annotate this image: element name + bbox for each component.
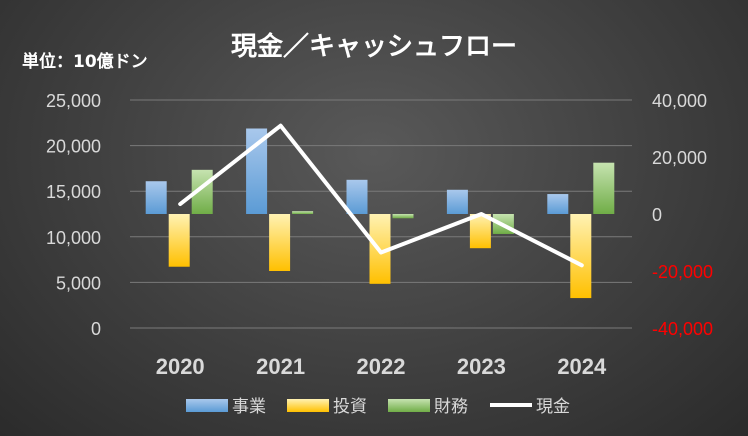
bar-operating-2024 (547, 194, 569, 214)
legend-label-operating: 事業 (232, 397, 266, 417)
bar-financing-2021 (292, 211, 314, 214)
bar-investing-2020 (168, 214, 190, 267)
left-axis-tick-label: 10,000 (46, 228, 101, 248)
bar-operating-2023 (446, 189, 468, 214)
x-axis-tick-label: 2023 (457, 354, 506, 379)
x-axis-tick-label: 2024 (557, 354, 607, 379)
x-axis-tick-label: 2020 (156, 354, 205, 379)
legend-label-investing: 投資 (333, 397, 367, 417)
left-axis-tick-label: 25,000 (46, 91, 101, 111)
left-axis-tick-label: 20,000 (46, 137, 101, 157)
bar-financing-2022 (392, 214, 414, 219)
bar-investing-2023 (469, 214, 491, 249)
bar-operating-2020 (145, 181, 167, 214)
x-axis-tick-label: 2022 (357, 354, 406, 379)
bar-operating-2021 (246, 128, 268, 214)
bar-operating-2022 (346, 179, 368, 214)
bar-financing-2024 (593, 162, 615, 214)
right-axis-tick-label: 20,000 (652, 148, 707, 168)
right-axis-tick-label: 0 (652, 205, 662, 225)
right-axis-tick-label: -20,000 (652, 262, 713, 282)
left-axis-tick-label: 5,000 (56, 273, 101, 293)
chart-title: 現金／キャッシュフロー (230, 32, 517, 62)
legend-swatch-operating (186, 399, 228, 412)
x-axis-tick-label: 2021 (256, 354, 305, 379)
bar-investing-2024 (570, 214, 592, 299)
left-axis-tick-label: 0 (91, 319, 101, 339)
legend-label-financing: 財務 (434, 397, 468, 417)
legend-swatch-financing (388, 399, 430, 412)
left-axis-tick-label: 15,000 (46, 182, 101, 202)
unit-label: 単位：10億ドン (22, 52, 148, 72)
bar-investing-2021 (269, 214, 291, 271)
right-axis-tick-label: 40,000 (652, 91, 707, 111)
legend-swatch-investing (287, 399, 329, 412)
right-axis-tick-label: -40,000 (652, 319, 713, 339)
legend-label-cash: 現金 (536, 397, 570, 417)
